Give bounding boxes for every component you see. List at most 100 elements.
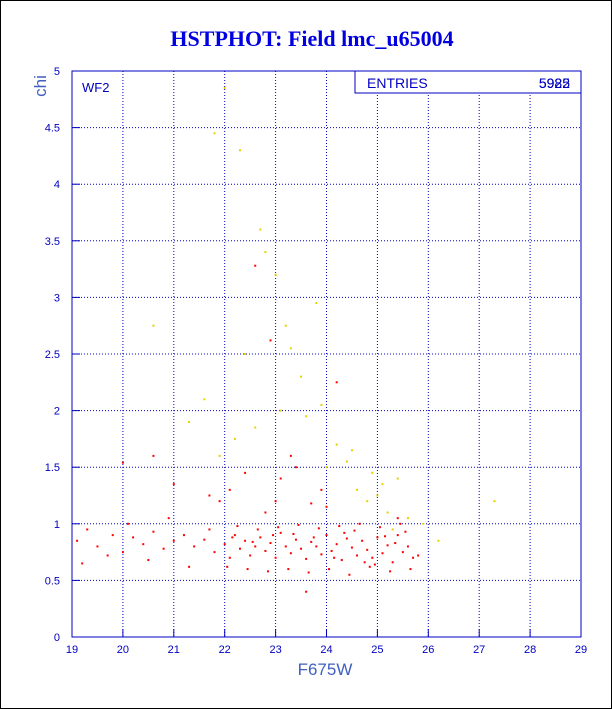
point xyxy=(172,483,175,486)
point xyxy=(325,466,328,469)
point xyxy=(325,534,328,537)
y-tick-label: 2.5 xyxy=(45,349,60,361)
point xyxy=(111,534,114,537)
point xyxy=(366,548,369,551)
point xyxy=(384,535,387,538)
point xyxy=(294,538,297,541)
point xyxy=(310,540,313,543)
point xyxy=(238,547,241,550)
x-tick-label: 28 xyxy=(524,644,536,656)
x-tick-label: 27 xyxy=(473,644,485,656)
point xyxy=(406,545,409,548)
y-tick-label: 5 xyxy=(54,66,60,78)
y-tick-label: 2 xyxy=(54,406,60,418)
point xyxy=(412,556,415,559)
point xyxy=(292,532,295,535)
y-tick-label: 4.5 xyxy=(45,123,60,135)
point xyxy=(399,522,402,525)
point xyxy=(289,347,292,350)
point xyxy=(297,523,300,526)
point xyxy=(188,420,191,423)
point xyxy=(356,554,359,557)
point xyxy=(315,302,318,305)
point xyxy=(228,488,231,491)
point xyxy=(294,466,297,469)
point xyxy=(371,471,374,474)
point xyxy=(182,534,185,537)
point xyxy=(274,273,277,276)
point xyxy=(338,525,341,528)
point xyxy=(289,552,292,555)
point xyxy=(223,86,226,89)
point xyxy=(335,381,338,384)
point xyxy=(401,551,404,554)
point xyxy=(147,559,150,562)
point xyxy=(437,539,440,542)
point xyxy=(371,556,374,559)
point xyxy=(213,551,216,554)
point xyxy=(279,531,282,534)
point xyxy=(394,542,397,545)
point xyxy=(315,545,318,548)
point xyxy=(389,570,392,573)
point xyxy=(264,549,267,552)
point xyxy=(396,534,399,537)
point xyxy=(233,437,236,440)
point xyxy=(391,528,394,531)
point xyxy=(404,530,407,533)
point xyxy=(121,461,124,464)
x-tick-label: 29 xyxy=(575,644,587,656)
point xyxy=(188,565,191,568)
point xyxy=(152,530,155,533)
point xyxy=(264,251,267,254)
point xyxy=(325,505,328,508)
point xyxy=(391,561,394,564)
point xyxy=(343,531,346,534)
x-tick-label: 22 xyxy=(219,644,231,656)
point xyxy=(269,542,272,545)
point xyxy=(348,573,351,576)
point xyxy=(320,553,323,556)
stats-label: ENTRIES xyxy=(367,75,428,91)
point xyxy=(226,565,229,568)
point xyxy=(167,517,170,520)
point xyxy=(228,556,231,559)
panel-label: WF2 xyxy=(82,80,109,95)
point xyxy=(76,539,79,542)
point xyxy=(328,568,331,571)
y-tick-label: 3.5 xyxy=(45,236,60,248)
x-axis-label: F675W xyxy=(298,660,353,679)
point xyxy=(126,522,129,525)
point xyxy=(172,539,175,542)
y-tick-label: 0 xyxy=(54,632,60,644)
stats-value: 5922 xyxy=(539,75,570,91)
point xyxy=(381,483,384,486)
point xyxy=(312,536,315,539)
point xyxy=(86,528,89,531)
point xyxy=(366,500,369,503)
point xyxy=(409,568,412,571)
point xyxy=(203,538,206,541)
point xyxy=(254,545,257,548)
point xyxy=(305,557,308,560)
point xyxy=(244,353,247,355)
point xyxy=(335,543,338,546)
point xyxy=(162,547,165,550)
point xyxy=(259,228,262,231)
point xyxy=(317,527,320,530)
point xyxy=(406,517,409,520)
point xyxy=(142,543,145,546)
x-tick-label: 23 xyxy=(269,644,281,656)
y-tick-label: 4 xyxy=(54,179,60,191)
point xyxy=(284,545,287,548)
y-tick-label: 1.5 xyxy=(45,462,60,474)
point xyxy=(378,526,381,529)
y-axis-label: chi xyxy=(31,75,50,97)
point xyxy=(249,554,252,557)
point xyxy=(361,539,364,542)
point xyxy=(274,500,277,503)
point xyxy=(376,494,379,497)
point xyxy=(208,528,211,531)
x-tick-label: 24 xyxy=(320,644,332,656)
point xyxy=(96,545,99,548)
